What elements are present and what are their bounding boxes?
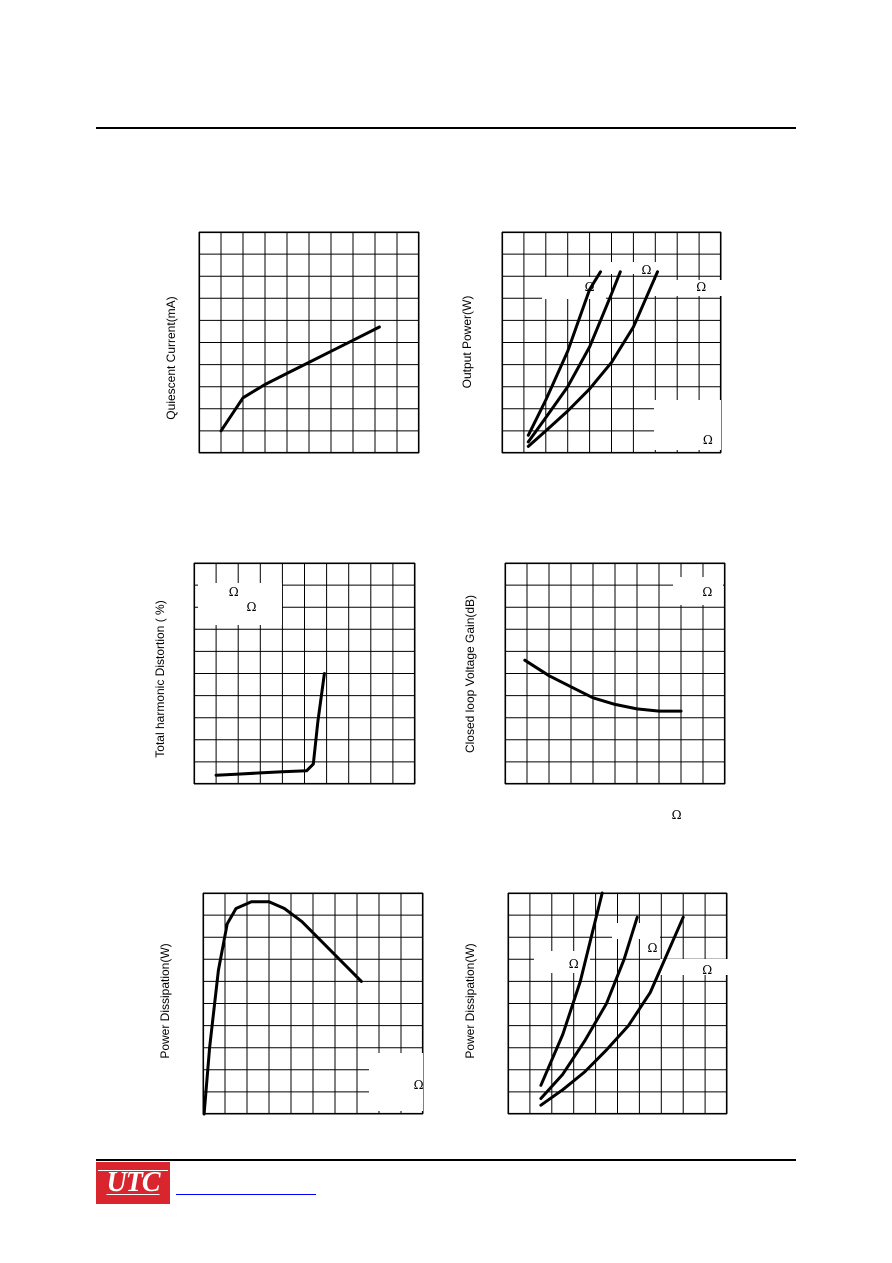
omega-label: Ω xyxy=(228,584,239,599)
plot-frame xyxy=(504,562,726,785)
omega-label: Ω xyxy=(246,600,257,615)
legend-box xyxy=(654,400,721,450)
website-link-underline[interactable] xyxy=(176,1194,316,1195)
legend-box xyxy=(542,277,606,299)
series-line-2 xyxy=(526,270,622,444)
omega-label: Ω xyxy=(647,941,658,956)
omega-label: Ω xyxy=(702,963,713,978)
series-line-1 xyxy=(219,325,381,433)
chart-power-dissipation-2 xyxy=(507,891,728,1115)
series-line-1 xyxy=(202,900,363,1116)
legend-box xyxy=(602,262,658,274)
chart-power-dissipation-1 xyxy=(202,892,424,1116)
legend-box xyxy=(660,959,728,975)
legend-box xyxy=(198,583,282,625)
logo-accent-line xyxy=(98,1170,168,1171)
plot-frame xyxy=(507,892,728,1115)
legend-box xyxy=(534,951,590,973)
legend-box xyxy=(652,280,722,296)
omega-label: Ω xyxy=(671,807,682,822)
logo-text: UTC xyxy=(106,1167,161,1198)
omega-label: Ω xyxy=(702,584,713,599)
omega-label: Ω xyxy=(696,280,707,295)
series-line-3 xyxy=(526,270,659,448)
plot-frame xyxy=(202,892,424,1115)
omega-label: Ω xyxy=(568,956,579,971)
series-line-1 xyxy=(539,891,604,1087)
grid xyxy=(198,231,420,454)
header-rule xyxy=(96,127,796,129)
plot-frame xyxy=(501,231,722,454)
omega-label: Ω xyxy=(702,432,713,447)
utc-logo: UTC xyxy=(96,1162,170,1204)
chart-output-power xyxy=(501,231,722,454)
legend-box xyxy=(612,923,660,939)
omega-label: Ω xyxy=(641,262,652,277)
legend-box xyxy=(673,577,723,605)
footer-rule xyxy=(96,1159,796,1161)
series-line-3 xyxy=(539,915,685,1107)
series-line-1 xyxy=(526,270,602,437)
series-line-2 xyxy=(539,915,639,1100)
chart-total-harmonic-distortion xyxy=(193,562,416,785)
chart-closed-loop-voltage-gain xyxy=(504,562,726,785)
chart-quiescent-current xyxy=(198,231,420,454)
series-line-1 xyxy=(214,672,326,777)
plot-frame xyxy=(193,562,416,785)
omega-label: Ω xyxy=(584,280,595,295)
series-line-1 xyxy=(523,658,683,713)
plot-frame xyxy=(198,231,420,454)
omega-label: Ω xyxy=(413,1078,424,1093)
legend-box xyxy=(369,1053,423,1111)
